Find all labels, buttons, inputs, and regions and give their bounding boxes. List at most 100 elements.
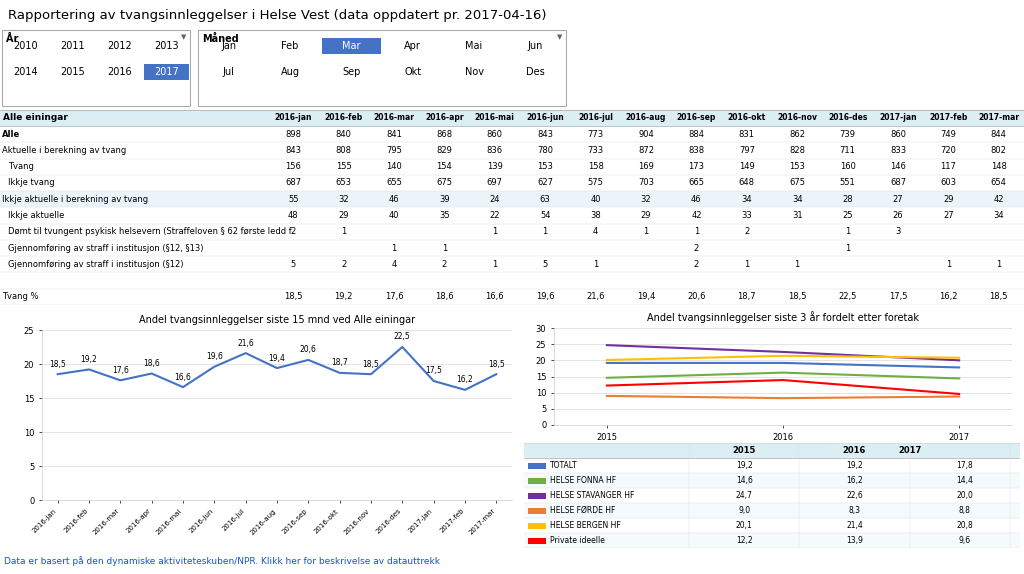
Text: 13,9: 13,9 — [846, 536, 863, 545]
Text: 551: 551 — [840, 179, 855, 188]
Text: 14,4: 14,4 — [956, 476, 973, 485]
FancyBboxPatch shape — [524, 518, 1020, 533]
Text: 773: 773 — [588, 130, 604, 139]
Text: 2: 2 — [441, 260, 447, 269]
Text: 153: 153 — [790, 162, 805, 171]
Text: 24: 24 — [489, 195, 500, 204]
Text: Sep: Sep — [342, 67, 360, 77]
Text: 42: 42 — [691, 211, 701, 220]
Text: 2016-mar: 2016-mar — [374, 114, 415, 122]
Title: Andel tvangsinnleggelser siste 15 mnd ved Alle einingar: Andel tvangsinnleggelser siste 15 mnd ve… — [139, 315, 415, 325]
Text: 2016-nov: 2016-nov — [777, 114, 817, 122]
Text: 1: 1 — [441, 243, 447, 253]
FancyBboxPatch shape — [0, 273, 1024, 289]
Text: 35: 35 — [439, 211, 450, 220]
Text: 33: 33 — [741, 211, 753, 220]
Text: 14,6: 14,6 — [735, 476, 753, 485]
Text: Gjennomføring av straff i institusjon (§12): Gjennomføring av straff i institusjon (§… — [8, 260, 183, 269]
Text: Tvang %: Tvang % — [2, 292, 39, 301]
Text: Ikkje tvang: Ikkje tvang — [8, 179, 54, 188]
Text: TOTALT: TOTALT — [550, 461, 578, 470]
Text: 18,7: 18,7 — [332, 358, 348, 367]
Text: 2010: 2010 — [13, 41, 38, 51]
Text: 5: 5 — [543, 260, 548, 269]
Text: Alle einingar: Alle einingar — [3, 114, 68, 122]
Text: 55: 55 — [288, 195, 298, 204]
FancyBboxPatch shape — [524, 533, 1020, 548]
Text: 19,4: 19,4 — [268, 354, 286, 363]
Text: 117: 117 — [940, 162, 956, 171]
Text: Feb: Feb — [282, 41, 299, 51]
Text: 862: 862 — [790, 130, 805, 139]
Text: 54: 54 — [540, 211, 551, 220]
Text: 17,5: 17,5 — [425, 366, 442, 375]
Text: 703: 703 — [638, 179, 654, 188]
Text: 155: 155 — [336, 162, 351, 171]
Text: 2016-jun: 2016-jun — [526, 114, 564, 122]
Text: 22,5: 22,5 — [394, 332, 411, 342]
Text: Tvang: Tvang — [8, 162, 34, 171]
Text: 18,5: 18,5 — [787, 292, 807, 301]
Text: 29: 29 — [943, 195, 953, 204]
Text: 146: 146 — [890, 162, 906, 171]
FancyBboxPatch shape — [0, 207, 1024, 224]
Text: 48: 48 — [288, 211, 299, 220]
Text: Jan: Jan — [221, 41, 237, 51]
Text: 27: 27 — [893, 195, 903, 204]
Text: 1: 1 — [341, 227, 346, 236]
Text: 16,2: 16,2 — [846, 476, 863, 485]
Text: 34: 34 — [741, 195, 752, 204]
Text: 898: 898 — [286, 130, 301, 139]
Text: 158: 158 — [588, 162, 603, 171]
Text: 2012: 2012 — [108, 41, 132, 51]
Text: 29: 29 — [338, 211, 349, 220]
FancyBboxPatch shape — [0, 142, 1024, 158]
Text: 156: 156 — [286, 162, 301, 171]
Text: 22: 22 — [489, 211, 500, 220]
Text: 2: 2 — [694, 243, 699, 253]
Text: 18,6: 18,6 — [435, 292, 454, 301]
Text: 2016-okt: 2016-okt — [728, 114, 766, 122]
Text: 8,3: 8,3 — [849, 506, 860, 515]
Text: 20,8: 20,8 — [956, 521, 973, 530]
Text: 860: 860 — [486, 130, 503, 139]
Text: 19,2: 19,2 — [846, 461, 863, 470]
Text: 2017-mar: 2017-mar — [978, 114, 1019, 122]
Text: 17,8: 17,8 — [956, 461, 973, 470]
Text: 42: 42 — [993, 195, 1005, 204]
Text: 603: 603 — [940, 179, 956, 188]
Text: Apr: Apr — [404, 41, 421, 51]
FancyBboxPatch shape — [0, 240, 1024, 256]
FancyBboxPatch shape — [524, 488, 1020, 503]
Text: 5: 5 — [291, 260, 296, 269]
Text: 9,6: 9,6 — [958, 536, 971, 545]
Text: 1: 1 — [694, 227, 699, 236]
Text: 653: 653 — [336, 179, 351, 188]
Text: Private ideelle: Private ideelle — [550, 536, 605, 545]
Text: Rapportering av tvangsinnleggelser i Helse Vest (data oppdatert pr. 2017-04-16): Rapportering av tvangsinnleggelser i Hel… — [8, 9, 547, 21]
FancyBboxPatch shape — [198, 30, 566, 106]
FancyBboxPatch shape — [322, 38, 381, 54]
Text: 872: 872 — [638, 146, 654, 155]
Text: 2017-feb: 2017-feb — [929, 114, 968, 122]
Text: 2016-feb: 2016-feb — [325, 114, 362, 122]
Text: 18,6: 18,6 — [143, 359, 160, 368]
Text: 28: 28 — [843, 195, 853, 204]
Text: 16,6: 16,6 — [174, 373, 191, 382]
Text: 29: 29 — [641, 211, 651, 220]
FancyBboxPatch shape — [524, 503, 1020, 518]
Text: 18,5: 18,5 — [989, 292, 1008, 301]
Text: 2015: 2015 — [60, 67, 85, 77]
Text: 1: 1 — [493, 260, 498, 269]
FancyBboxPatch shape — [0, 110, 1024, 126]
FancyBboxPatch shape — [524, 443, 1020, 458]
Text: 153: 153 — [538, 162, 553, 171]
Text: 19,2: 19,2 — [81, 355, 97, 364]
Text: Ikkje aktuelle: Ikkje aktuelle — [8, 211, 65, 220]
Text: 154: 154 — [436, 162, 453, 171]
Text: 843: 843 — [538, 130, 553, 139]
Text: 19,2: 19,2 — [736, 461, 753, 470]
Text: 1: 1 — [493, 227, 498, 236]
Text: 1: 1 — [643, 227, 648, 236]
Text: 2016-sep: 2016-sep — [677, 114, 716, 122]
